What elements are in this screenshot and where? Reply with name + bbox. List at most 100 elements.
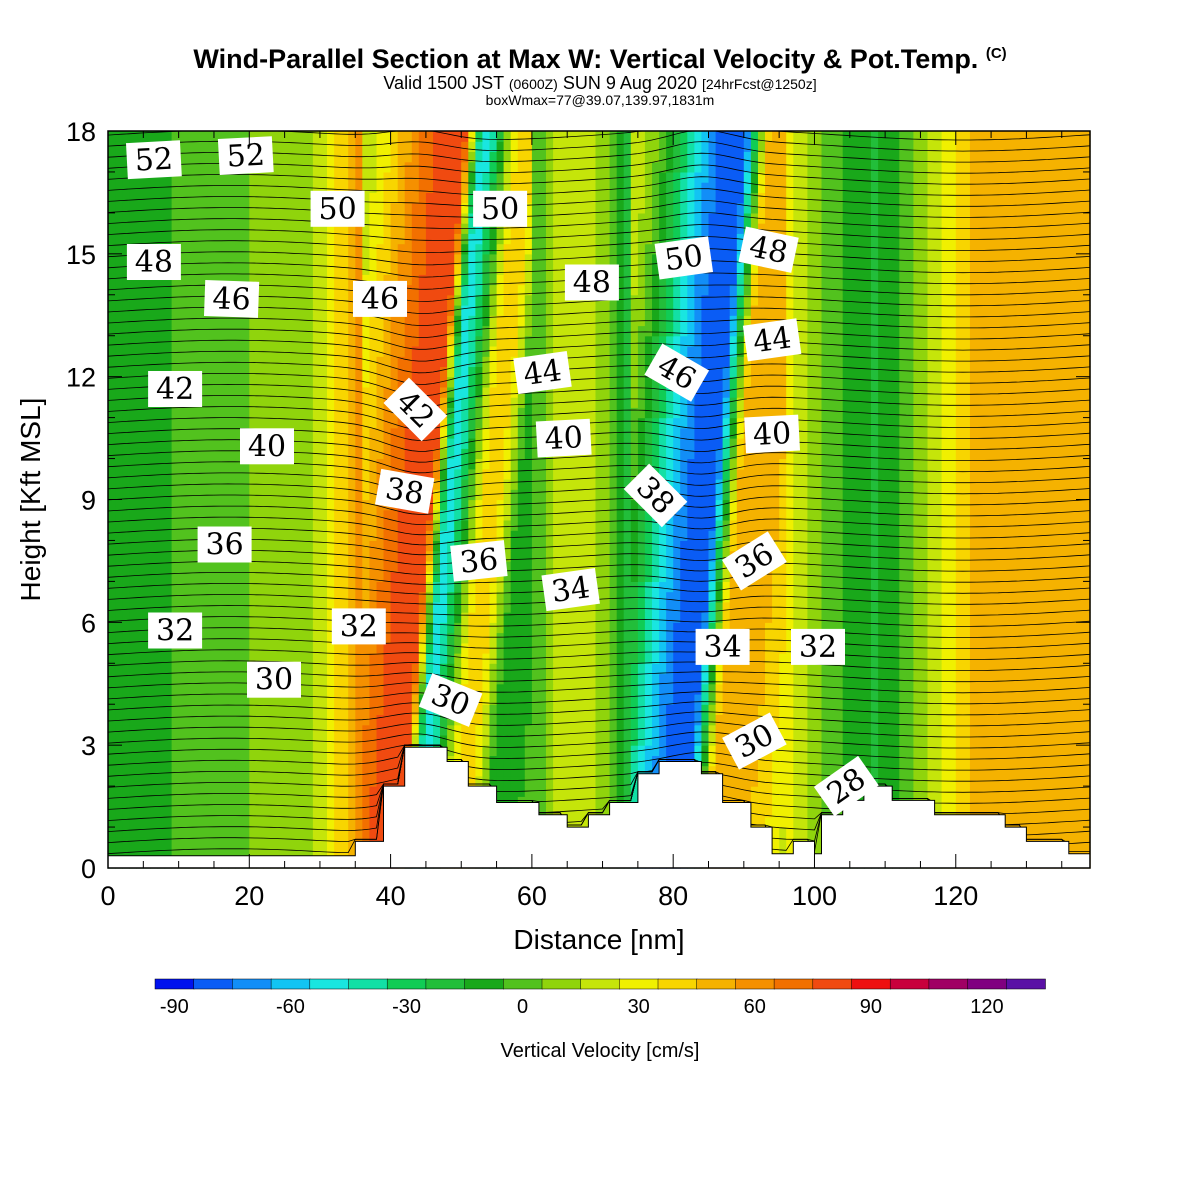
- velocity-cell: [312, 806, 321, 818]
- velocity-cell: [108, 694, 116, 705]
- velocity-cell: [630, 683, 639, 695]
- velocity-cell: [468, 724, 476, 736]
- velocity-cell: [871, 591, 879, 603]
- velocity-cell: [821, 755, 830, 767]
- velocity-cell: [284, 581, 293, 593]
- velocity-cell: [694, 581, 703, 593]
- velocity-cell: [595, 663, 604, 675]
- velocity-cell: [807, 775, 816, 787]
- velocity-cell: [729, 714, 738, 726]
- velocity-cell: [1019, 704, 1028, 715]
- velocity-cell: [962, 591, 971, 603]
- velocity-cell: [129, 786, 137, 797]
- velocity-cell: [242, 612, 250, 623]
- velocity-cell: [503, 632, 512, 644]
- velocity-cell: [955, 673, 964, 685]
- velocity-cell: [899, 499, 907, 511]
- velocity-cell: [348, 775, 356, 787]
- velocity-cell: [609, 499, 618, 511]
- velocity-cell: [136, 632, 144, 644]
- velocity-cell: [906, 642, 914, 654]
- velocity-cell: [602, 520, 611, 531]
- velocity-cell: [249, 499, 257, 511]
- velocity-cell: [1012, 540, 1020, 552]
- velocity-cell: [609, 612, 618, 623]
- velocity-cell: [185, 560, 194, 572]
- velocity-cell: [1075, 724, 1084, 736]
- velocity-cell: [934, 765, 943, 777]
- velocity-cell: [984, 520, 992, 531]
- velocity-cell: [1047, 724, 1056, 736]
- velocity-cell: [538, 581, 547, 593]
- velocity-cell: [758, 786, 766, 797]
- velocity-cell: [129, 704, 137, 715]
- velocity-cell: [708, 520, 717, 531]
- velocity-cell: [305, 571, 314, 582]
- velocity-cell: [1012, 530, 1020, 541]
- velocity-cell: [461, 530, 469, 541]
- velocity-cell: [503, 683, 512, 695]
- velocity-cell: [574, 642, 582, 654]
- velocity-cell: [284, 520, 293, 531]
- velocity-cell: [510, 775, 519, 787]
- velocity-cell: [433, 591, 441, 603]
- velocity-cell: [630, 704, 639, 715]
- velocity-cell: [164, 714, 173, 726]
- velocity-cell: [666, 642, 674, 654]
- velocity-cell: [143, 560, 151, 572]
- velocity-cell: [136, 694, 144, 705]
- velocity-cell: [390, 632, 399, 644]
- velocity-cell: [1012, 816, 1020, 828]
- velocity-cell: [1005, 694, 1013, 705]
- velocity-cell: [390, 520, 399, 531]
- velocity-cell: [531, 612, 540, 623]
- velocity-cell: [164, 591, 173, 603]
- velocity-cell: [115, 765, 123, 777]
- velocity-cell: [489, 663, 498, 675]
- velocity-cell: [701, 591, 710, 603]
- velocity-cell: [701, 765, 710, 777]
- velocity-cell: [835, 663, 844, 675]
- velocity-cell: [1082, 642, 1091, 654]
- velocity-cell: [722, 755, 731, 767]
- velocity-cell: [602, 745, 611, 756]
- velocity-cell: [652, 673, 660, 685]
- velocity-cell: [969, 704, 978, 715]
- velocity-cell: [673, 653, 681, 664]
- velocity-cell: [623, 775, 632, 787]
- velocity-cell: [524, 704, 533, 715]
- velocity-cell: [157, 806, 166, 818]
- velocity-cell: [609, 653, 618, 664]
- velocity-cell: [758, 775, 766, 787]
- velocity-cell: [885, 612, 893, 623]
- velocity-cell: [327, 796, 335, 808]
- velocity-cell: [701, 714, 710, 726]
- velocity-cell: [1054, 520, 1063, 531]
- velocity-cell: [411, 601, 420, 613]
- velocity-cell: [1082, 765, 1091, 777]
- velocity-cell: [786, 714, 794, 726]
- velocity-cell: [722, 673, 731, 685]
- velocity-cell: [630, 694, 639, 705]
- velocity-cell: [185, 499, 194, 511]
- velocity-cell: [433, 550, 441, 562]
- velocity-cell: [948, 540, 957, 552]
- velocity-cell: [418, 601, 427, 613]
- velocity-cell: [383, 550, 392, 562]
- velocity-cell: [461, 653, 469, 664]
- velocity-cell: [906, 724, 914, 736]
- velocity-cell: [546, 642, 554, 654]
- velocity-cell: [404, 591, 413, 603]
- velocity-cell: [779, 540, 787, 552]
- velocity-cell: [1012, 704, 1020, 715]
- velocity-cell: [588, 683, 597, 695]
- velocity-cell: [701, 499, 710, 511]
- velocity-cell: [743, 694, 752, 705]
- velocity-cell: [814, 540, 823, 552]
- velocity-cell: [553, 642, 561, 654]
- velocity-cell: [927, 673, 936, 685]
- velocity-cell: [609, 704, 618, 715]
- velocity-cell: [228, 837, 236, 849]
- velocity-cell: [786, 509, 794, 521]
- velocity-cell: [468, 530, 476, 541]
